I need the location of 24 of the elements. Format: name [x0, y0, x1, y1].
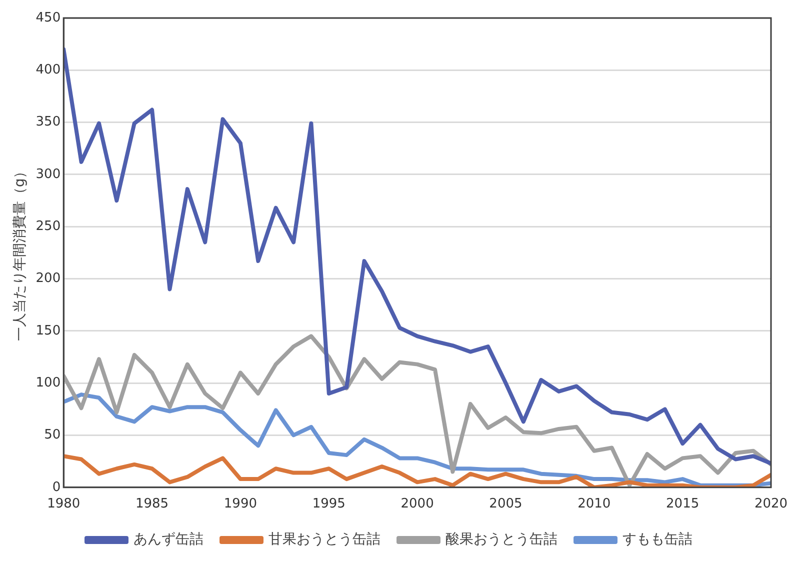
x-tick-label: 1980: [47, 496, 80, 512]
x-tick-label: 2015: [666, 496, 700, 512]
y-tick-label: 0: [52, 480, 61, 495]
legend-label: あんず缶詰: [134, 532, 204, 548]
legend-label: 酸果おうとう缶詰: [446, 532, 558, 548]
y-tick-label: 200: [36, 271, 61, 286]
y-tick-label: 350: [36, 114, 61, 130]
y-tick-label: 100: [36, 375, 61, 390]
y-tick-label: 400: [36, 62, 61, 78]
x-tick-label: 1990: [224, 496, 258, 512]
y-tick-label: 300: [36, 166, 61, 182]
x-tick-label: 2005: [489, 496, 522, 512]
x-tick-label: 1995: [312, 496, 346, 512]
legend-label: すもも缶詰: [622, 532, 692, 548]
y-tick-label: 450: [36, 10, 61, 26]
x-tick-label: 1985: [135, 496, 169, 512]
y-tick-label: 50: [44, 428, 61, 443]
x-tick-label: 2010: [578, 496, 611, 512]
y-tick-label: 150: [36, 323, 61, 338]
x-tick-label: 2000: [400, 496, 434, 512]
legend-label: 甘果おうとう缶詰: [268, 532, 380, 548]
y-axis-title: 一人当たり年間消費量（g）: [12, 164, 28, 342]
x-tick-label: 2020: [754, 496, 788, 512]
y-tick-label: 250: [36, 218, 61, 234]
